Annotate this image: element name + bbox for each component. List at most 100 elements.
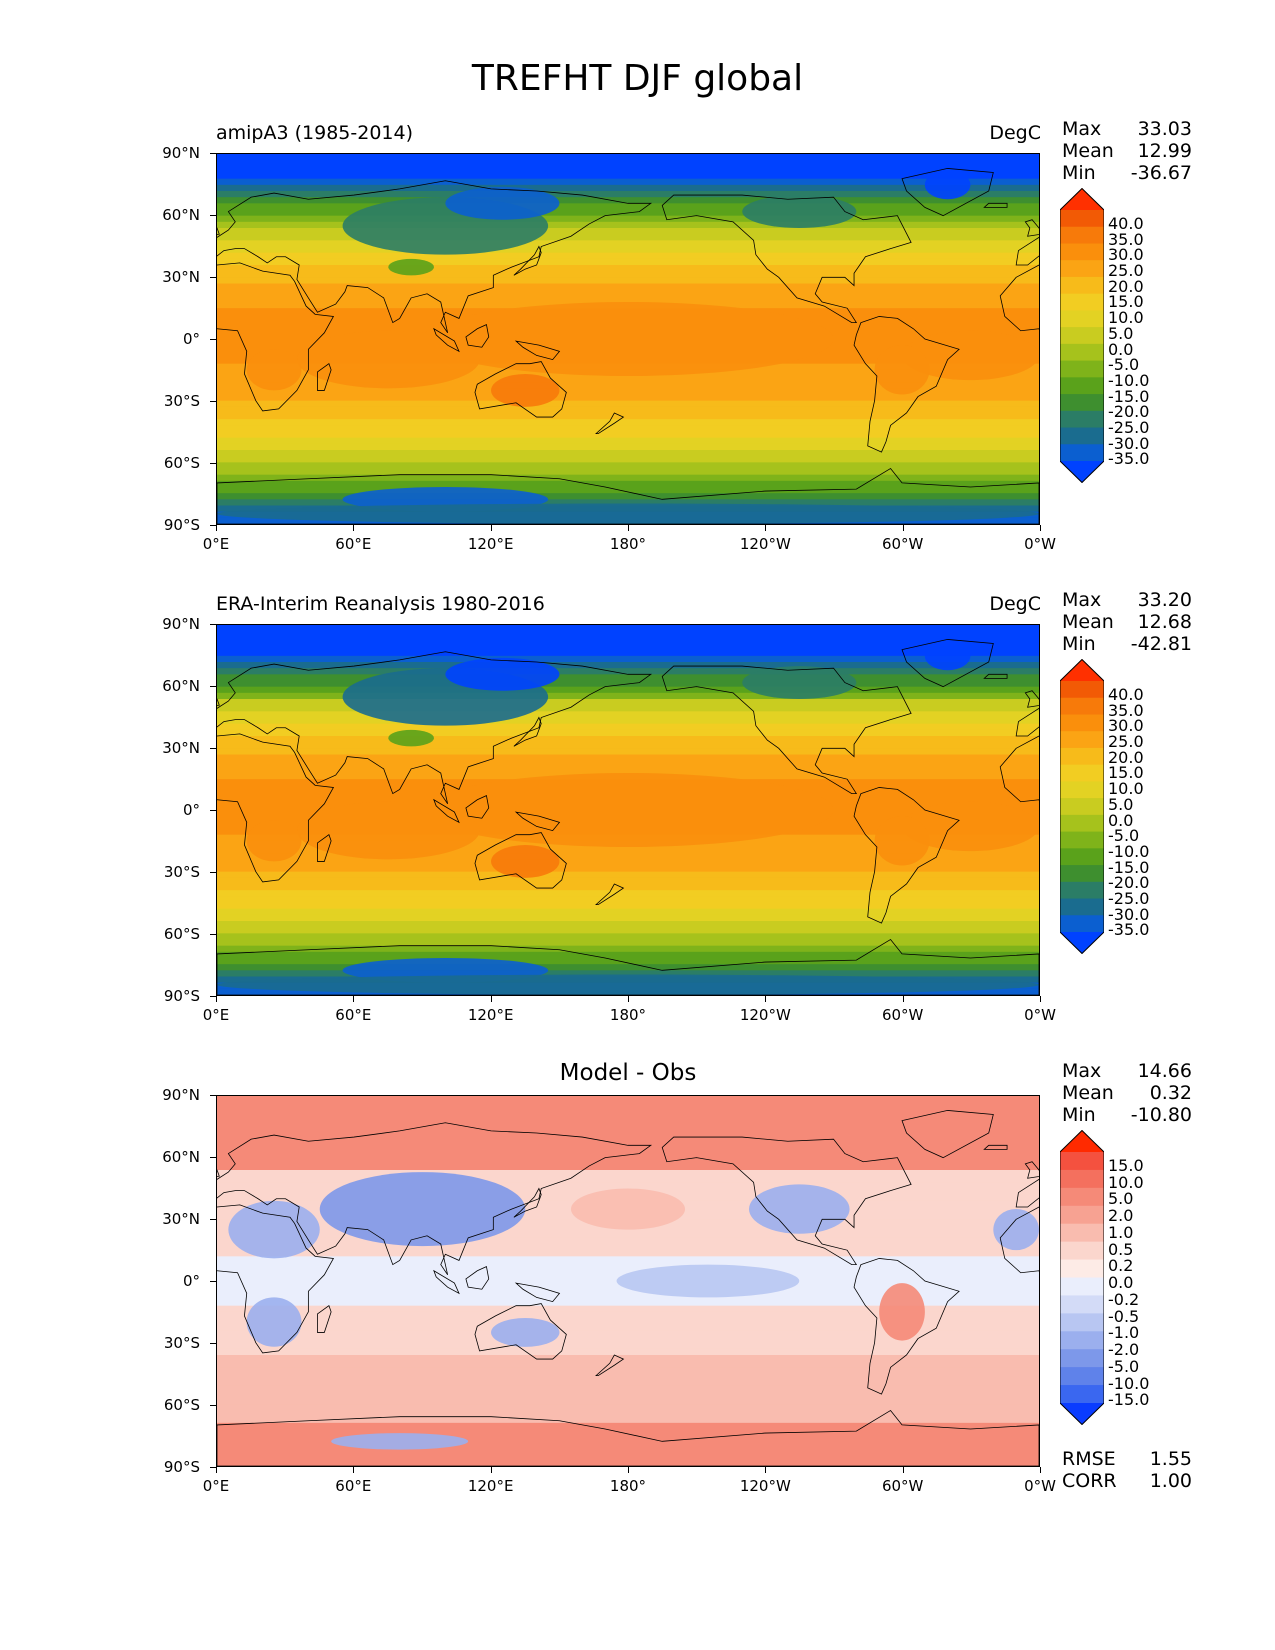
temperature-band	[217, 252, 1039, 260]
temperature-band	[217, 902, 1039, 910]
difference-map	[216, 1095, 1040, 1467]
y-tick	[210, 1281, 216, 1282]
coastline-madagascar	[317, 1305, 332, 1333]
difference-band	[217, 1416, 1039, 1424]
stat-rmse: RMSE 1.55	[1062, 1448, 1192, 1470]
colorbar-segment	[1060, 681, 1104, 699]
temperature-anomaly-patch	[246, 349, 302, 391]
temperature-band	[217, 668, 1039, 675]
temperature-band	[217, 382, 1039, 389]
coastline-iceland	[983, 673, 1008, 679]
temperature-band	[217, 914, 1039, 922]
colorbar-segment	[1060, 1187, 1104, 1207]
difference-anomaly-patch	[570, 1188, 686, 1230]
temperature-band	[217, 933, 1039, 941]
colorbar-segment	[1060, 327, 1104, 345]
y-tick-label: 30°S	[163, 863, 200, 881]
colorbar-segment	[1060, 814, 1104, 833]
coastline-eurasia	[217, 651, 653, 805]
coastline-uk	[217, 1169, 220, 1177]
difference-band	[217, 1453, 1039, 1461]
colorbar-label: 40.0	[1108, 214, 1144, 233]
colorbar-label: -0.2	[1108, 1289, 1140, 1309]
colorbar-segment	[1060, 915, 1104, 933]
y-tick-label: 30°N	[162, 1210, 200, 1228]
y-tick	[210, 215, 216, 216]
temperature-band	[217, 908, 1039, 916]
temperature-band	[217, 197, 1039, 204]
difference-band	[217, 1170, 1039, 1177]
panel-units: DegC	[989, 593, 1041, 615]
colorbar-segment	[1060, 360, 1104, 378]
temperature-band	[217, 939, 1039, 947]
temperature-band	[217, 877, 1039, 885]
temperature-band	[217, 884, 1039, 891]
temperature-anomaly-patch	[742, 666, 857, 699]
stats-box: Max 14.66 Mean 0.32 Min -10.80	[1062, 1060, 1192, 1126]
coastline-namerica	[661, 194, 912, 323]
x-tick-label: 120°W	[739, 1477, 791, 1495]
difference-band	[217, 1244, 1039, 1251]
temperature-anomaly-patch	[422, 773, 834, 847]
coastline-japan	[513, 245, 542, 276]
y-tick-label: 30°S	[163, 392, 200, 410]
difference-anomaly-patch	[491, 1318, 560, 1347]
colorbar-segment	[1060, 1152, 1104, 1171]
difference-band	[217, 1367, 1039, 1375]
coastline-namerica	[661, 1136, 912, 1265]
x-tick	[353, 525, 355, 531]
colorbar-segment	[1060, 1313, 1104, 1332]
temperature-anomaly-patch	[924, 641, 971, 671]
difference-anomaly-patch	[228, 1200, 320, 1259]
difference-band	[217, 1324, 1039, 1331]
colorbar-segment	[1060, 444, 1104, 462]
colorbar-label: -15.0	[1108, 857, 1150, 877]
colorbar-label: -5.0	[1108, 355, 1140, 375]
temperature-anomaly-patch	[491, 845, 560, 878]
temperature-band	[217, 760, 1039, 768]
colorbar-segment	[1060, 1349, 1104, 1368]
x-tick-label: 180°	[609, 1006, 647, 1024]
difference-band	[217, 1422, 1039, 1430]
colorbar-segment	[1060, 243, 1104, 261]
x-tick	[902, 525, 904, 531]
temperature-band	[217, 450, 1039, 457]
temperature-band	[217, 172, 1039, 180]
temperature-band	[217, 958, 1039, 965]
colorbar-label: -20.0	[1108, 402, 1150, 422]
difference-band	[217, 1311, 1039, 1319]
temperature-band	[217, 625, 1039, 632]
temperature-band	[217, 228, 1039, 235]
colorbar-extend-min	[1060, 932, 1104, 954]
temperature-band	[217, 277, 1039, 285]
difference-anomaly-patch	[331, 1433, 469, 1450]
temperature-band	[217, 468, 1039, 476]
panel-left-title: amipA3 (1985-2014)	[216, 122, 414, 144]
colorbar-segment	[1060, 1259, 1104, 1278]
coastline-japan	[513, 716, 542, 747]
colorbar-label: -30.0	[1108, 433, 1150, 453]
colorbar-label: 5.0	[1108, 323, 1134, 343]
temperature-anomaly-patch	[445, 186, 560, 220]
colorbar-segment	[1060, 1223, 1104, 1243]
temperature-anomaly-patch	[296, 330, 480, 389]
stat-corr: CORR 1.00	[1062, 1470, 1192, 1492]
colorbar-segment	[1060, 714, 1104, 732]
temperature-band	[217, 203, 1039, 211]
colorbar-segment	[1060, 226, 1104, 244]
colorbar-label: -10.0	[1108, 1373, 1150, 1393]
difference-band	[217, 1299, 1039, 1307]
colorbar-segment	[1060, 1331, 1104, 1350]
x-tick-label: 0°E	[202, 535, 230, 553]
difference-band	[217, 1318, 1039, 1325]
coastline-eurasia	[217, 1122, 653, 1276]
temperature-anomaly-patch	[901, 801, 1039, 852]
difference-anomaly-patch	[749, 1184, 850, 1234]
colorbar-extend-min	[1060, 461, 1104, 483]
difference-band	[217, 1392, 1039, 1399]
temperature-band	[217, 748, 1039, 756]
temperature-band	[217, 692, 1039, 700]
colorbar-extend-max	[1060, 659, 1104, 681]
coastline-uk	[1024, 690, 1039, 708]
temperature-band	[217, 437, 1039, 445]
